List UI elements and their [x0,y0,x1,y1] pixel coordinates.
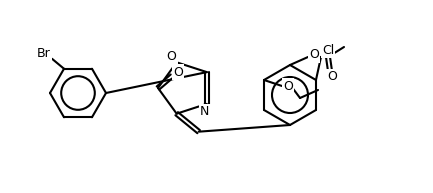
Text: O: O [309,48,319,62]
Text: O: O [283,80,293,92]
Text: Cl: Cl [322,43,334,57]
Text: O: O [173,65,183,79]
Text: N: N [200,105,210,118]
Text: Br: Br [37,47,51,60]
Text: O: O [167,50,177,63]
Text: O: O [327,70,337,84]
